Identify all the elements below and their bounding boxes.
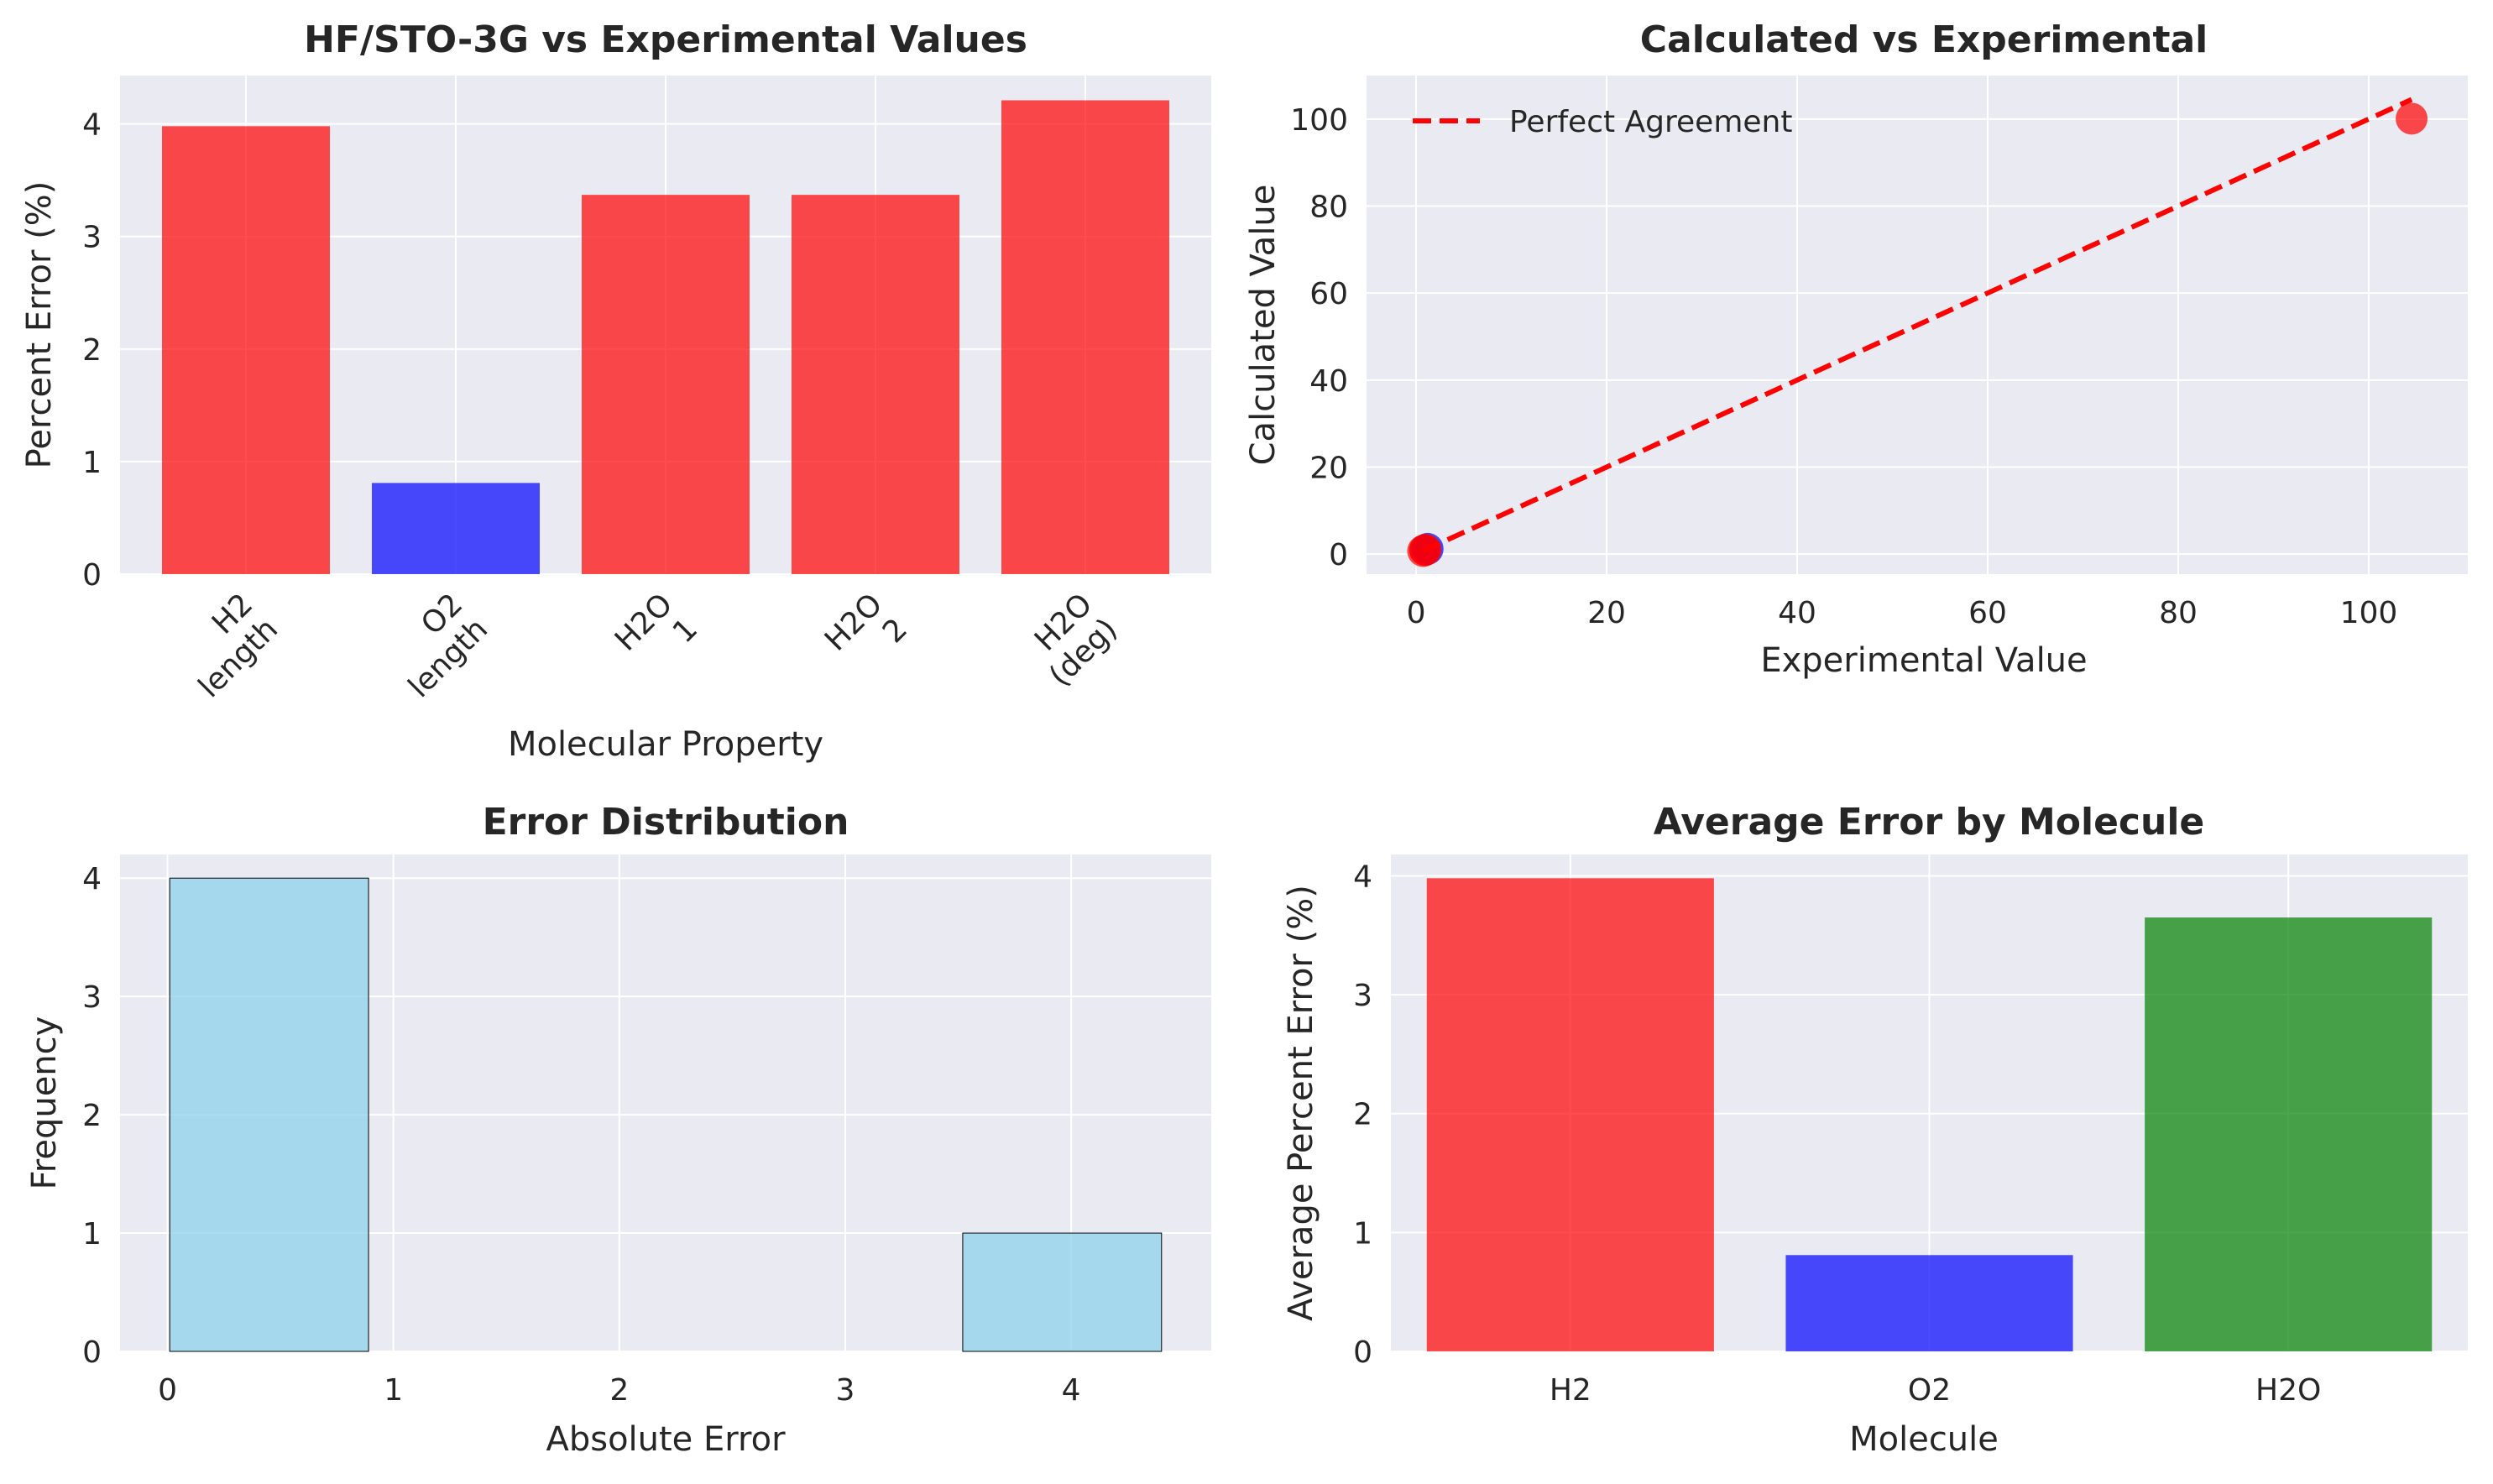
perfect-agreement-line [1422, 97, 2413, 554]
x-tick-labels: H2length O2length H2O1 H2O2 H2O(deg) [167, 587, 1125, 704]
x-tick-label: H2O1 [609, 587, 704, 682]
y-tick-label: 40 [1309, 364, 1348, 399]
histogram-bars [169, 877, 1163, 1352]
x-tick-label: H2O [2255, 1373, 2321, 1408]
y-tick-labels: 0 1 2 3 4 [82, 862, 102, 1370]
y-tick-label: 2 [82, 1099, 102, 1133]
y-tick-labels: 0 20 40 60 80 100 [1290, 103, 1348, 572]
x-tick-label: 40 [1778, 596, 1816, 630]
bar [582, 195, 750, 574]
x-axis-label: Experimental Value [1760, 641, 2087, 680]
x-axis-label: Absolute Error [546, 1420, 786, 1459]
y-tick-label: 3 [82, 221, 102, 255]
x-tick-labels: 0 20 40 60 80 100 [1407, 596, 2398, 630]
bar [1426, 878, 1714, 1351]
x-tick-label: H2O2 [818, 587, 914, 682]
data-points [1407, 97, 2428, 567]
y-tick-label: 60 [1309, 277, 1348, 311]
x-tick-label: 4 [1062, 1373, 1081, 1408]
y-tick-label: 4 [82, 108, 102, 143]
y-tick-label: 1 [82, 446, 102, 480]
gridlines [1367, 76, 2468, 574]
y-tick-label: 4 [82, 862, 102, 896]
y-tick-label: 80 [1309, 190, 1348, 224]
chart-title: Average Error by Molecule [1654, 801, 2205, 844]
y-tick-labels: 0 1 2 3 4 [1353, 860, 1372, 1370]
legend: Perfect Agreement [1413, 105, 1792, 139]
y-tick-label: 3 [82, 980, 102, 1015]
x-tick-label: O2length [377, 587, 494, 704]
x-tick-label: 20 [1587, 596, 1626, 630]
scatter-point [2396, 102, 2428, 135]
x-tick-label: 100 [2340, 596, 2398, 630]
y-axis-label: Percent Error (%) [20, 181, 59, 469]
x-tick-label: 80 [2159, 596, 2198, 630]
x-axis-label: Molecule [1849, 1420, 1999, 1459]
bar [162, 126, 330, 574]
y-tick-label: 0 [82, 558, 102, 593]
bar [1001, 100, 1169, 574]
y-tick-label: 0 [1353, 1335, 1372, 1370]
x-tick-label: H2O(deg) [1018, 587, 1125, 693]
chart-error-distribution: 0 1 2 3 4 0 1 2 3 4 Error Distribution Absolute … [25, 801, 1211, 1459]
y-axis-label: Average Percent Error (%) [1282, 885, 1320, 1321]
y-tick-label: 3 [1353, 979, 1372, 1013]
x-tick-labels: 0 1 2 3 4 [158, 1373, 1081, 1408]
chart-title: HF/STO-3G vs Experimental Values [304, 18, 1027, 61]
bars [162, 100, 1169, 574]
y-tick-labels: 0 1 2 3 4 [82, 108, 102, 593]
x-tick-label: 2 [609, 1373, 629, 1408]
x-tick-label: H2 [1550, 1373, 1591, 1408]
y-tick-label: 1 [1353, 1216, 1372, 1251]
chart-percent-error: 0 1 2 3 4 H2length O2length H2O1 H2O2 H2O(deg) H… [20, 18, 1211, 764]
y-tick-label: 100 [1290, 103, 1348, 138]
y-axis-label: Calculated Value [1244, 185, 1283, 466]
y-tick-label: 0 [1329, 538, 1348, 572]
y-tick-label: 20 [1309, 451, 1348, 485]
x-tick-label: 1 [384, 1373, 403, 1408]
chart-calculated-vs-experimental: 0 20 40 60 80 100 0 20 40 60 80 100 Perfect Agreem… [1244, 18, 2468, 680]
x-tick-labels: H2 O2 H2O [1550, 1373, 2321, 1408]
bar [792, 195, 959, 574]
x-tick-label: O2 [1908, 1373, 1951, 1408]
x-tick-label: 3 [836, 1373, 855, 1408]
chart-title: Calculated vs Experimental [1640, 18, 2208, 61]
y-tick-label: 0 [82, 1335, 102, 1370]
legend-label: Perfect Agreement [1509, 105, 1792, 139]
bar [1785, 1255, 2073, 1351]
x-tick-label: 0 [1407, 596, 1426, 630]
chart-title: Error Distribution [483, 801, 849, 844]
histogram-bar [169, 877, 369, 1352]
x-tick-label: 60 [1968, 596, 2007, 630]
histogram-bar [962, 1232, 1163, 1352]
y-tick-label: 4 [1353, 860, 1372, 894]
y-tick-label: 2 [1353, 1098, 1372, 1132]
x-tick-label: H2length [167, 587, 285, 704]
bar [372, 483, 540, 574]
y-axis-label: Frequency [25, 1016, 64, 1190]
y-tick-label: 1 [82, 1217, 102, 1251]
x-axis-label: Molecular Property [508, 725, 823, 764]
bar [2145, 917, 2433, 1351]
x-tick-label: 0 [158, 1373, 177, 1408]
y-tick-label: 2 [82, 333, 102, 368]
bars [1426, 878, 2433, 1351]
